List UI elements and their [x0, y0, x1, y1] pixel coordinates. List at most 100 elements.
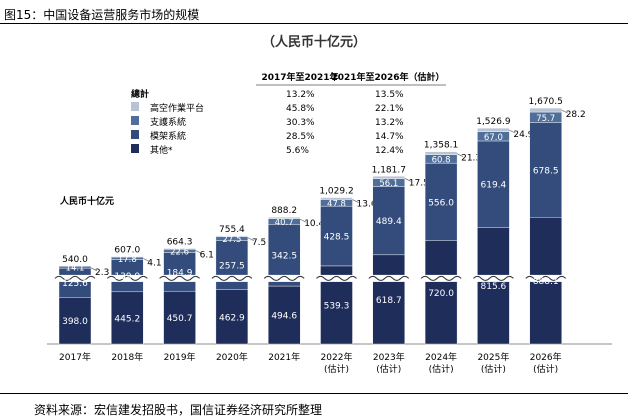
axis-break-gap: [370, 274, 407, 282]
data-label: 428.5: [324, 233, 350, 243]
axis-break-mark: [263, 275, 305, 281]
data-label-leader: [143, 258, 150, 262]
data-label: 7.5: [252, 238, 266, 248]
source-note: 资料来源：宏信建发招股书，国信证券经济研究所整理: [34, 403, 323, 417]
bar-segment: [58, 265, 92, 267]
axis-break-gap: [161, 274, 198, 282]
axis-break-gap: [213, 274, 250, 282]
x-tick-label: (估计): [429, 363, 454, 375]
data-label-leader: [90, 267, 98, 272]
axis-break-mark: [106, 275, 148, 281]
legend-label: 支護系統: [150, 116, 186, 128]
cagr-value: 12.4%: [375, 146, 404, 156]
data-label: 678.5: [533, 166, 559, 176]
data-label: 75.7: [536, 114, 555, 124]
data-label: 2.3: [95, 268, 109, 278]
bar-segment: [58, 297, 92, 345]
data-label: 489.4: [376, 217, 402, 227]
x-tick-label: (估计): [481, 363, 506, 375]
cagr-value: 30.3%: [286, 118, 315, 128]
bar-segment: [372, 186, 405, 256]
total-label: 664.3: [167, 237, 193, 247]
data-label-leader: [352, 199, 359, 203]
axis-break-mark: [525, 275, 567, 281]
bar-segment: [163, 248, 196, 250]
bar-segment: [58, 267, 92, 298]
total-label: 1,181.7: [372, 165, 406, 175]
x-tick-label: 2026年: [530, 351, 562, 363]
bar-segment: [424, 151, 458, 155]
data-label: 342.5: [271, 252, 297, 262]
bar-segment: [477, 227, 510, 345]
bar-segment: [215, 289, 249, 345]
bar-segment: [477, 140, 510, 228]
legend-label: 模架系統: [150, 130, 186, 142]
total-label: 1,526.9: [476, 117, 511, 127]
bar-segment: [268, 217, 301, 219]
axis-break-mark: [473, 275, 514, 281]
data-label: 125.6: [62, 279, 88, 289]
data-label: 67.0: [484, 133, 503, 143]
data-label: 14.1: [66, 264, 85, 274]
data-label: 494.6: [271, 312, 297, 322]
total-label: 1,358.1: [424, 141, 458, 151]
bottom-rule: [0, 393, 628, 394]
x-tick-label: 2024年: [425, 351, 457, 363]
data-label: 24.9: [513, 130, 533, 140]
data-label-leader: [404, 178, 411, 182]
data-label: 40.7: [275, 218, 294, 228]
legend-swatch: [131, 116, 139, 125]
data-label: 22.6: [170, 247, 189, 257]
data-label: 815.6: [481, 282, 507, 292]
data-label-leader: [300, 218, 307, 223]
bar-segment: [424, 162, 458, 241]
cagr-header: 2017年至2021年: [261, 71, 338, 83]
data-label: 10.4: [304, 219, 324, 229]
cagr-value: 28.5%: [286, 132, 315, 142]
bar-segment: [111, 291, 144, 345]
axis-break-mark: [54, 275, 96, 281]
data-label-leader: [456, 153, 464, 157]
total-label: 540.0: [62, 255, 88, 265]
axis-break-gap: [57, 274, 93, 282]
data-label: 60.8: [432, 155, 451, 165]
axis-break-gap: [423, 274, 460, 282]
data-label: 27.5: [222, 235, 241, 245]
data-label: 888.1: [533, 277, 559, 287]
legend-label: 高空作業平台: [150, 102, 204, 114]
data-label: 6.1: [200, 250, 214, 260]
total-label: 607.0: [114, 245, 140, 255]
chart-title: （人民币十亿元）: [262, 34, 366, 50]
axis-break-mark: [211, 275, 253, 281]
x-tick-label: (估计): [376, 363, 401, 375]
x-tick-label: 2021年: [268, 351, 300, 363]
total-label: 755.4: [219, 225, 245, 235]
data-label: 556.0: [428, 198, 454, 208]
bar-segment: [372, 254, 405, 345]
cagr-value: 22.1%: [375, 104, 404, 114]
bar-segment: [111, 256, 144, 258]
data-label: 17.5: [409, 178, 429, 188]
bar-segment: [320, 205, 353, 267]
bar-segment: [529, 122, 562, 218]
legend-swatch: [131, 144, 139, 153]
axis-break-mark: [159, 275, 200, 281]
axis-break-gap: [527, 274, 564, 282]
cagr-header: 2021年至2026年（估計）: [331, 71, 444, 83]
data-label: 21.3: [461, 154, 481, 164]
data-label: 139.9: [114, 272, 140, 282]
data-label: 539.3: [324, 301, 350, 311]
total-label: 1,670.5: [529, 97, 563, 107]
data-label: 13.6: [357, 200, 377, 210]
x-tick-label: 2019年: [164, 351, 196, 363]
legend-label: 其他*: [150, 144, 173, 156]
data-label: 618.7: [376, 296, 402, 306]
bar-segment: [320, 197, 353, 200]
x-tick-label: 2020年: [216, 351, 248, 363]
x-tick-label: 2018年: [111, 351, 143, 363]
data-label-leader: [561, 109, 568, 114]
legend-swatch: [131, 102, 139, 111]
total-label: 1,029.2: [319, 187, 353, 197]
axis-break-mark: [316, 275, 357, 281]
data-label-leader: [509, 129, 516, 134]
